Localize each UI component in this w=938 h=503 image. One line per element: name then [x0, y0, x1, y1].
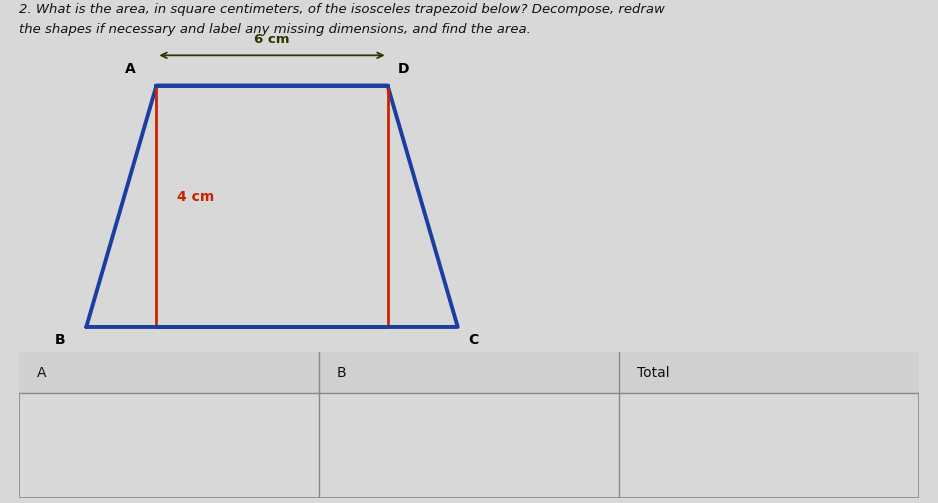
- Text: 4 cm: 4 cm: [177, 190, 215, 204]
- Text: B: B: [337, 366, 346, 380]
- FancyBboxPatch shape: [19, 352, 919, 393]
- Text: A: A: [125, 62, 136, 76]
- Text: 6 cm: 6 cm: [254, 33, 290, 46]
- Text: 12 cm: 12 cm: [250, 366, 295, 379]
- Text: A: A: [37, 366, 46, 380]
- Text: Total: Total: [637, 366, 670, 380]
- FancyBboxPatch shape: [19, 352, 919, 498]
- Text: C: C: [468, 333, 478, 347]
- Text: B: B: [55, 333, 66, 347]
- Text: D: D: [398, 62, 409, 76]
- Text: 2. What is the area, in square centimeters, of the isosceles trapezoid below? De: 2. What is the area, in square centimete…: [19, 3, 665, 16]
- Text: the shapes if necessary and label any missing dimensions, and find the area.: the shapes if necessary and label any mi…: [19, 23, 531, 36]
